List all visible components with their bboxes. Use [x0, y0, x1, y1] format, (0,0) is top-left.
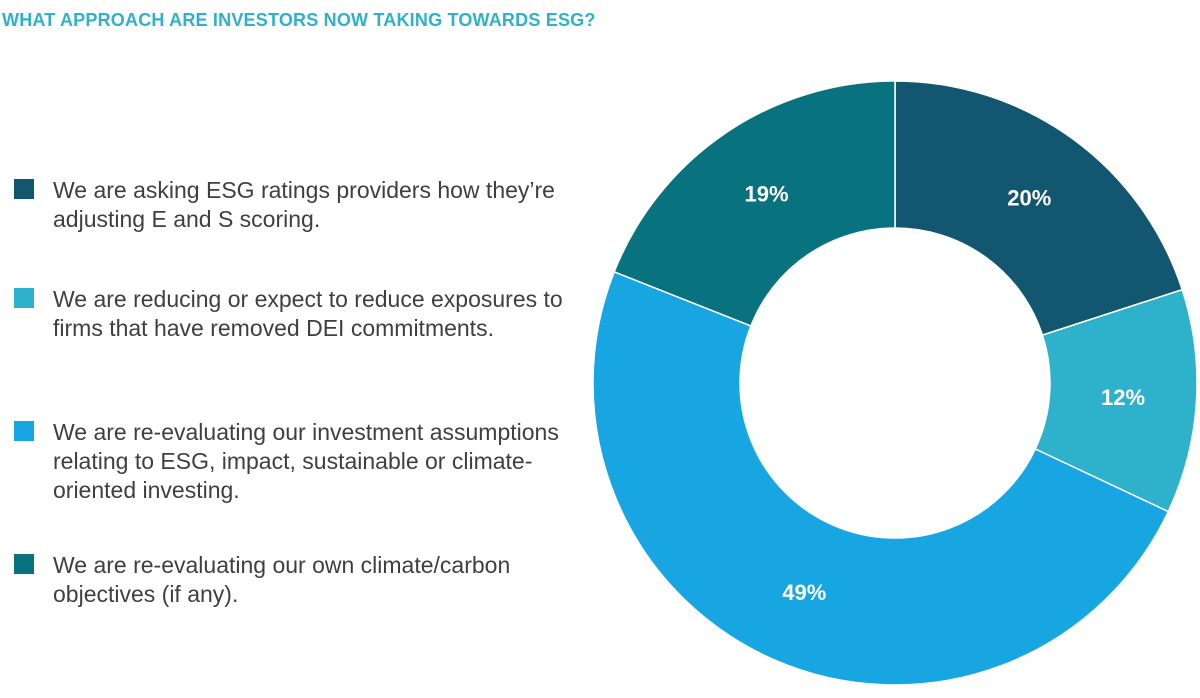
legend-label: We are re-evaluating our investment assu…	[53, 419, 559, 503]
donut-slice	[613, 80, 896, 327]
chart-title: WHAT APPROACH ARE INVESTORS NOW TAKING T…	[2, 10, 596, 30]
legend-label: We are reducing or expect to reduce expo…	[53, 286, 563, 341]
slice-value-label: 19%	[745, 182, 789, 207]
legend-swatch	[14, 421, 34, 441]
donut-slice	[592, 270, 1170, 686]
donut-slice	[894, 80, 1184, 337]
legend-label: We are asking ESG ratings providers how …	[53, 177, 555, 232]
legend-label: We are re-evaluating our own climate/car…	[53, 552, 511, 607]
legend-swatch	[14, 288, 34, 308]
slice-value-label: 20%	[1007, 186, 1051, 211]
slice-value-label: 49%	[782, 580, 826, 605]
legend-swatch	[14, 179, 34, 199]
donut-slice-labels: 20% 12% 49% 19%	[745, 182, 1146, 606]
slice-value-label: 12%	[1101, 385, 1145, 410]
donut-slices	[592, 80, 1198, 686]
legend-swatch	[14, 554, 34, 574]
